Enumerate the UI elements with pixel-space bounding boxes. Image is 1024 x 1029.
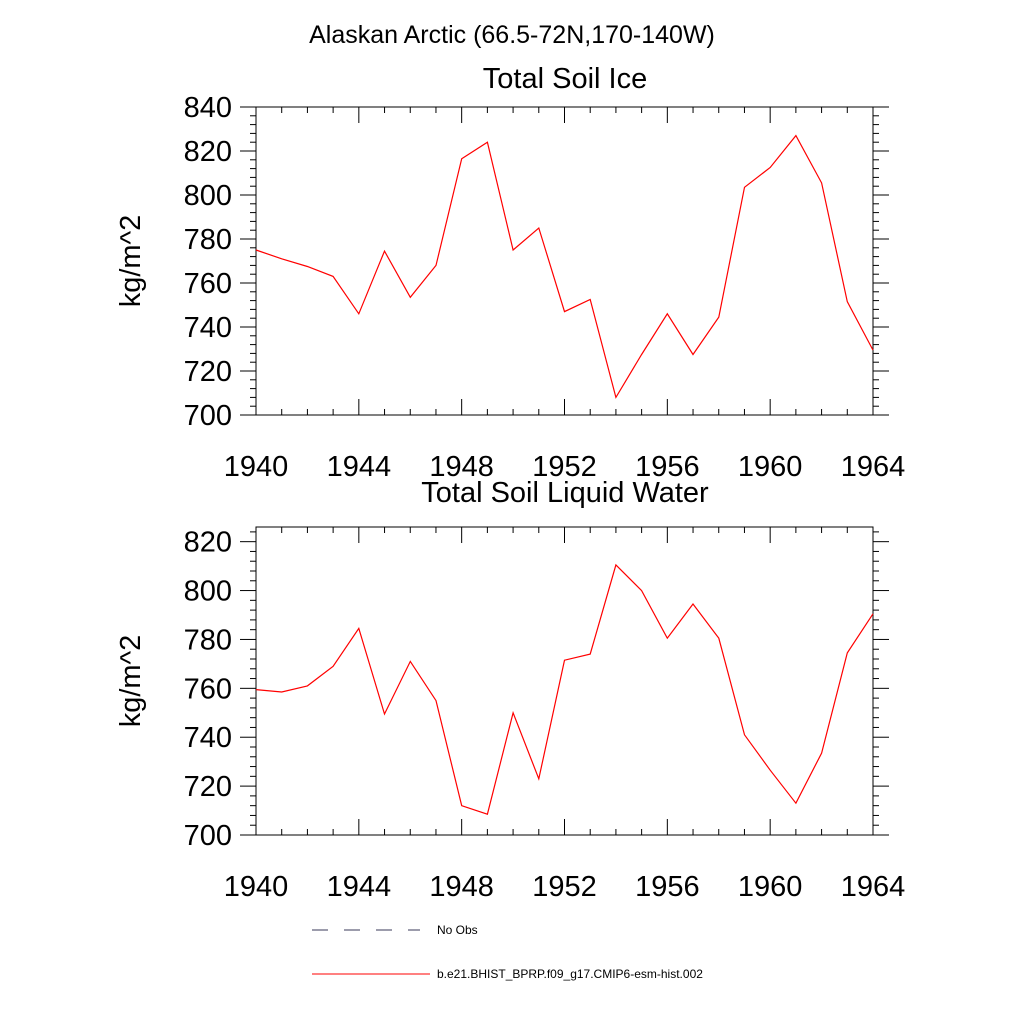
- panel-total-soil-liquid-water: Total Soil Liquid Water kg/m^2 1940 1944 1…: [115, 477, 905, 903]
- x-tick-label: 1948: [429, 451, 494, 483]
- x-tick-label: 1952: [532, 451, 597, 483]
- series-line: [255, 563, 874, 815]
- x-tick-label: 1948: [429, 871, 494, 903]
- legend-label: b.e21.BHIST_BPRP.f09_g17.CMIP6-esm-hist.…: [437, 967, 703, 981]
- x-tick-label: 1960: [738, 871, 803, 903]
- x-tick-label: 1944: [327, 871, 392, 903]
- legend: No Obs b.e21.BHIST_BPRP.f09_g17.CMIP6-es…: [312, 923, 703, 981]
- x-tick-label: 1960: [738, 451, 803, 483]
- y-tick-label: 780: [184, 224, 232, 256]
- y-tick-label: 820: [184, 136, 232, 168]
- y-tick-label: 760: [184, 673, 232, 705]
- x-tick-label: 1952: [532, 871, 597, 903]
- y-tick-label: 740: [184, 312, 232, 344]
- legend-entry-no-obs: No Obs: [312, 923, 478, 937]
- y-tick-label: 740: [184, 722, 232, 754]
- x-tick-label: 1940: [224, 451, 289, 483]
- plot-frame: [255, 106, 874, 416]
- x-tick-label: 1956: [635, 871, 700, 903]
- y-tick-label: 760: [184, 268, 232, 300]
- panel-total-soil-ice: Total Soil Ice kg/m^2 1940 1944 1948 1952 19…: [115, 63, 905, 483]
- series-line: [255, 134, 874, 399]
- legend-entry-model-run: b.e21.BHIST_BPRP.f09_g17.CMIP6-esm-hist.…: [312, 967, 703, 981]
- y-tick-label: 700: [184, 400, 232, 432]
- y-tick-label: 780: [184, 624, 232, 656]
- x-tick-label: 1944: [327, 451, 392, 483]
- x-tick-label: 1964: [841, 871, 906, 903]
- y-tick-label: 820: [184, 527, 232, 559]
- y-tick-label: 720: [184, 771, 232, 803]
- legend-label: No Obs: [437, 923, 478, 937]
- y-axis-label: kg/m^2: [115, 215, 147, 308]
- x-tick-label: 1956: [635, 451, 700, 483]
- figure-suptitle: Alaskan Arctic (66.5-72N,170-140W): [309, 21, 715, 49]
- y-axis-label: kg/m^2: [115, 635, 147, 728]
- y-tick-label: 720: [184, 356, 232, 388]
- panel-title: Total Soil Ice: [483, 63, 647, 95]
- y-tick-label: 800: [184, 180, 232, 212]
- x-tick-label: 1940: [224, 871, 289, 903]
- x-tick-label: 1964: [841, 451, 906, 483]
- panel-title: Total Soil Liquid Water: [421, 477, 709, 509]
- plot-frame: [255, 526, 874, 836]
- y-tick-label: 800: [184, 576, 232, 608]
- y-tick-label: 840: [184, 92, 232, 124]
- y-tick-label: 700: [184, 820, 232, 852]
